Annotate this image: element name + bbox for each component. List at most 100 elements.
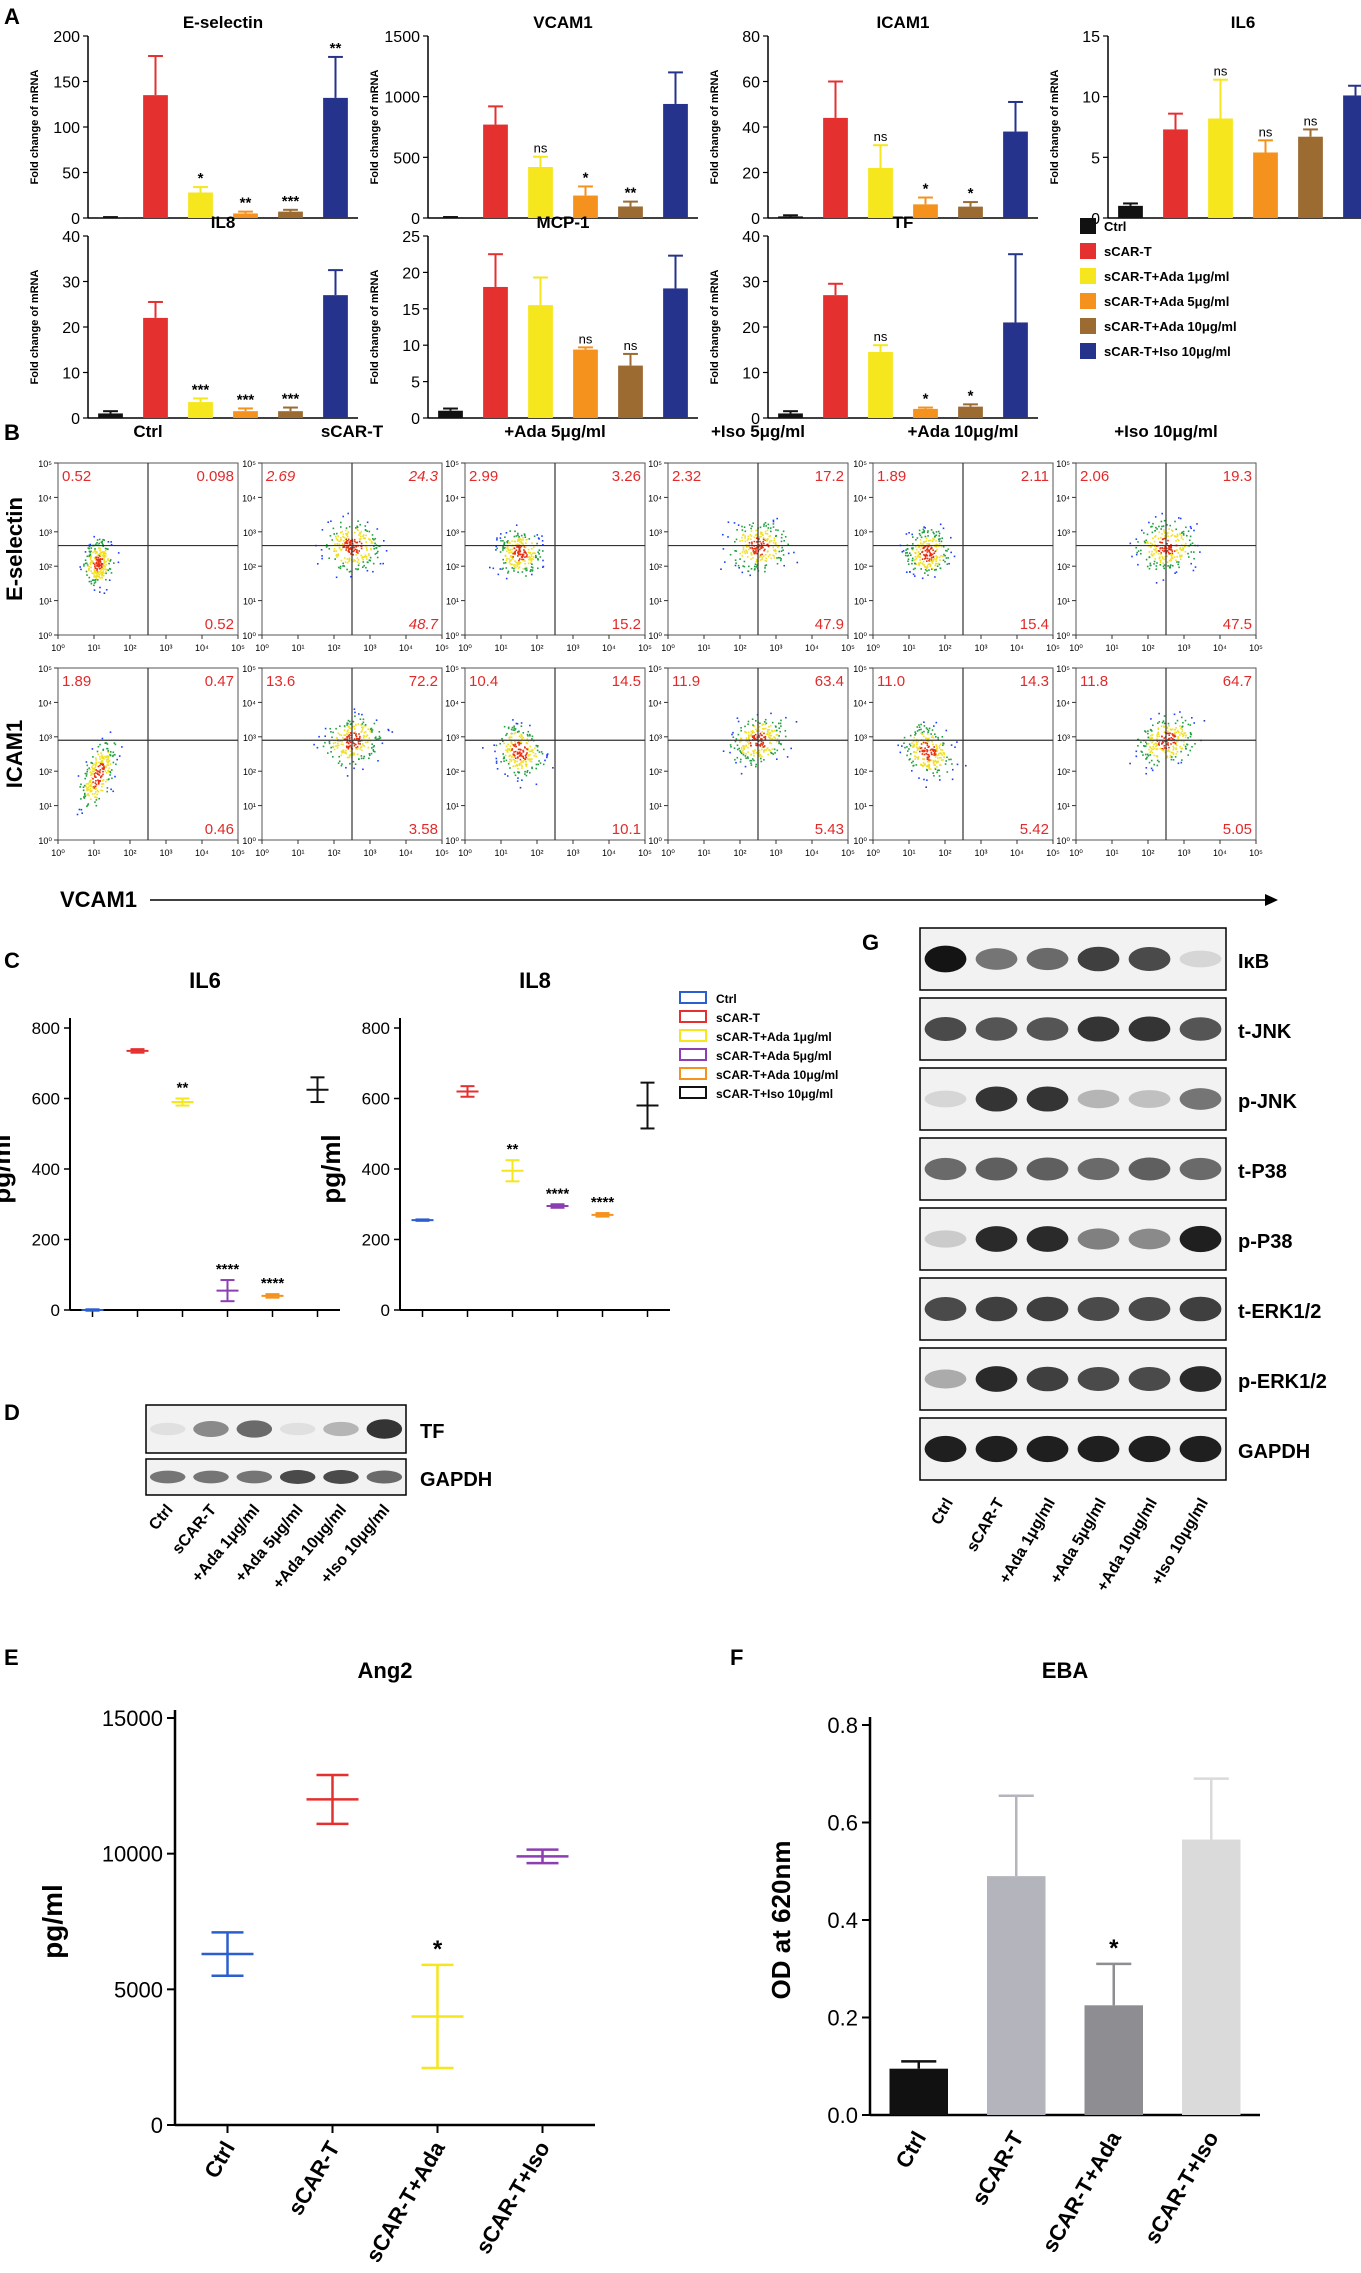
event-dot	[1140, 741, 1142, 743]
event-dot	[928, 558, 931, 560]
category-label: Ctrl	[890, 2127, 931, 2172]
event-dot	[783, 564, 785, 567]
event-dot	[514, 728, 517, 730]
event-dot	[1152, 537, 1154, 540]
event-dot	[1191, 542, 1194, 544]
event-dot	[918, 546, 921, 548]
event-dot	[921, 731, 923, 734]
legend-label: sCAR-T+Ada 10μg/ml	[1104, 319, 1237, 334]
event-dot	[768, 749, 770, 751]
bar	[573, 195, 598, 218]
event-dot	[513, 570, 515, 572]
event-dot	[80, 568, 82, 571]
event-dot	[747, 545, 749, 548]
event-dot	[778, 727, 781, 729]
event-dot	[496, 537, 498, 539]
event-dot	[90, 566, 92, 569]
panel-label-b: B	[4, 420, 20, 445]
event-dot	[1179, 517, 1182, 520]
event-dot	[363, 725, 366, 727]
event-dot	[1159, 556, 1161, 559]
event-dot	[950, 744, 953, 746]
event-dot	[945, 549, 947, 552]
event-dot	[535, 755, 538, 758]
y-tick-label: 10⁰	[1056, 836, 1070, 846]
event-dot	[1163, 550, 1165, 553]
event-dot	[102, 574, 105, 577]
event-dot	[930, 529, 933, 531]
event-dot	[760, 738, 762, 740]
event-dot	[495, 545, 497, 548]
event-dot	[740, 737, 742, 740]
event-dot	[741, 551, 744, 553]
event-dot	[749, 533, 752, 536]
event-dot	[529, 734, 531, 737]
event-dot	[99, 758, 101, 760]
event-dot	[536, 542, 538, 545]
event-dot	[517, 777, 519, 779]
event-dot	[95, 757, 97, 759]
y-tick-label: 10¹	[39, 802, 52, 812]
event-dot	[954, 746, 956, 748]
event-dot	[522, 757, 525, 759]
event-dot	[373, 547, 375, 550]
event-dot	[343, 565, 346, 567]
event-dot	[509, 530, 511, 532]
event-dot	[921, 558, 924, 560]
event-dot	[106, 778, 108, 781]
event-dot	[87, 793, 89, 795]
event-dot	[546, 753, 549, 755]
event-dot	[761, 744, 764, 746]
event-dot	[372, 749, 375, 751]
event-dot	[1135, 553, 1138, 556]
event-dot	[89, 563, 92, 566]
event-dot	[502, 753, 504, 755]
event-dot	[109, 770, 111, 773]
event-dot	[783, 540, 785, 542]
event-dot	[919, 556, 921, 559]
event-dot	[95, 787, 98, 790]
event-dot	[348, 742, 350, 745]
event-dot	[1157, 728, 1160, 730]
event-dot	[1188, 556, 1190, 558]
event-dot	[744, 552, 746, 555]
event-dot	[729, 553, 732, 556]
event-dot	[911, 742, 913, 744]
event-dot	[354, 540, 356, 543]
y-tick-label: 10⁰	[648, 631, 662, 641]
event-dot	[495, 760, 498, 763]
event-dot	[929, 749, 932, 751]
event-dot	[1164, 556, 1167, 558]
event-dot	[511, 755, 513, 757]
event-dot	[374, 537, 377, 540]
y-tick-label: 10	[402, 338, 420, 355]
event-dot	[766, 747, 769, 750]
panel-label-g: G	[862, 930, 879, 955]
event-dot	[101, 783, 103, 785]
event-dot	[352, 725, 354, 728]
event-dot	[738, 567, 740, 569]
event-dot	[1186, 534, 1188, 537]
event-dot	[732, 731, 734, 734]
event-dot	[750, 753, 752, 756]
x-tick-label: 10⁵	[231, 643, 245, 653]
event-dot	[1172, 748, 1175, 751]
event-dot	[741, 539, 743, 542]
event-dot	[767, 555, 770, 558]
event-dot	[762, 746, 764, 748]
blot-band	[236, 1470, 273, 1484]
event-dot	[350, 732, 352, 734]
event-dot	[751, 736, 754, 739]
event-dot	[912, 740, 915, 743]
event-dot	[1154, 545, 1156, 547]
event-dot	[357, 559, 360, 561]
event-dot	[496, 539, 498, 541]
event-dot	[104, 547, 107, 550]
event-dot	[759, 556, 761, 558]
event-dot	[94, 579, 96, 581]
event-dot	[753, 736, 755, 739]
event-dot	[90, 550, 92, 553]
event-dot	[521, 779, 523, 781]
event-dot	[1145, 558, 1148, 561]
